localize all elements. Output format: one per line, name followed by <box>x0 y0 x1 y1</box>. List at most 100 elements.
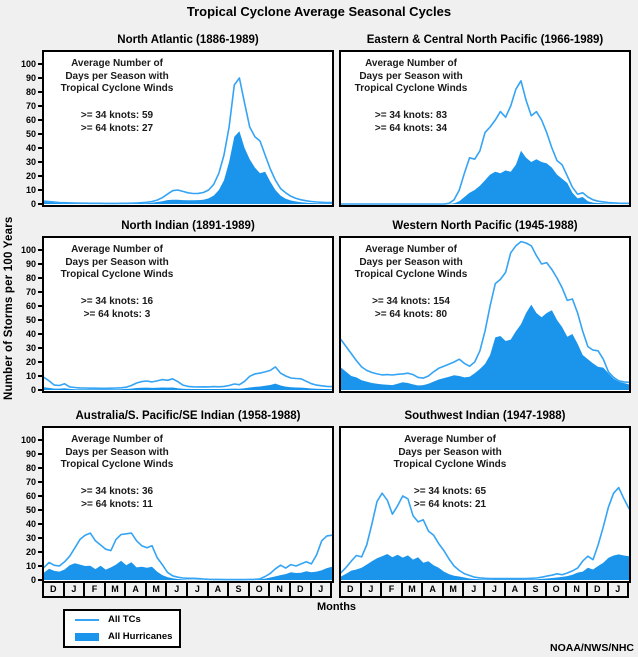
month-tick-label: O <box>250 583 271 596</box>
annotation-line: Days per Season with <box>65 70 169 82</box>
australia-s-pacific-se-indian-chart <box>44 532 332 581</box>
y-tick-label: 60 <box>25 301 36 311</box>
chart-panel-western-north-pacific: Average Number of Days per Season with T… <box>339 236 631 393</box>
all-tcs-line <box>44 532 332 581</box>
month-tick-label: A <box>126 583 147 596</box>
month-tick-label: D <box>291 583 312 596</box>
y-tick-label: 90 <box>25 73 36 83</box>
y-tick-label: 40 <box>25 143 36 153</box>
month-tick-label: M <box>147 583 168 596</box>
panel-title-north-indian: North Indian (1891-1989) <box>121 220 255 232</box>
y-tick-label: 80 <box>25 273 36 283</box>
y-tick-label: 40 <box>25 519 36 529</box>
annotation: Average Number of Days per Season with T… <box>365 434 535 472</box>
y-tick-mark <box>38 249 42 251</box>
y-tick-label: 100 <box>20 245 36 255</box>
knots-stats: >= 34 knots: 36 >= 64 knots: 11 <box>32 485 202 511</box>
all-tcs-line <box>44 77 332 205</box>
knots34-value: >= 34 knots: 65 <box>413 486 487 497</box>
y-tick-mark <box>38 319 42 321</box>
y-tick-mark <box>38 305 42 307</box>
y-tick-mark <box>38 277 42 279</box>
y-tick-mark <box>38 579 42 581</box>
month-tick-label: J <box>312 583 333 596</box>
y-tick-mark <box>38 189 42 191</box>
annotation-line: Tropical Cyclone Winds <box>354 269 468 280</box>
month-tick-label: J <box>188 583 209 596</box>
knots-stats: >= 34 knots: 16 >= 64 knots: 3 <box>32 295 202 321</box>
western-north-pacific-chart <box>341 240 629 390</box>
chart-panel-australia-s-pacific-se-indian: Average Number of Days per Season with T… <box>42 426 334 583</box>
y-tick-label: 100 <box>20 435 36 445</box>
annotation-line: Tropical Cyclone Winds <box>393 459 507 470</box>
month-tick-label: O <box>547 583 568 596</box>
y-tick-label: 70 <box>25 477 36 487</box>
page-title: Tropical Cyclone Average Seasonal Cycles <box>186 4 452 19</box>
y-tick-mark <box>38 375 42 377</box>
y-tick-label: 10 <box>25 371 36 381</box>
month-tick-label: J <box>167 583 189 596</box>
month-tick-label: N <box>567 583 588 596</box>
y-tick-mark <box>38 77 42 79</box>
month-tick-label: J <box>65 583 86 596</box>
y-tick-label: 70 <box>25 101 36 111</box>
y-tick-label: 30 <box>25 343 36 353</box>
all-hurricanes-area <box>341 150 629 204</box>
knots34-value: >= 34 knots: 16 <box>80 296 154 307</box>
chart-panel-southwest-indian: Average Number of Days per Season with T… <box>339 426 631 583</box>
y-tick-mark <box>38 565 42 567</box>
knots-stats: >= 34 knots: 154 >= 64 knots: 80 <box>326 295 496 321</box>
y-tick-mark <box>38 175 42 177</box>
y-tick-label: 20 <box>25 171 36 181</box>
legend: All TCs All Hurricanes <box>63 609 181 648</box>
panel-title-western-north-pacific: Western North Pacific (1945-1988) <box>392 220 578 232</box>
month-tick-label: D <box>341 583 362 596</box>
chart-panel-eastern-central-north-pacific: Average Number of Days per Season with T… <box>339 50 631 207</box>
y-tick-mark <box>38 495 42 497</box>
month-tick-label: D <box>588 583 609 596</box>
y-tick-label: 90 <box>25 449 36 459</box>
y-tick-mark <box>38 347 42 349</box>
y-tick-label: 20 <box>25 357 36 367</box>
annotation-line: Days per Season with <box>359 70 463 82</box>
legend-item-all-hurricanes: All Hurricanes <box>65 628 179 645</box>
month-tick-label: J <box>609 583 630 596</box>
y-tick-label: 0 <box>30 385 36 395</box>
y-tick-mark <box>38 537 42 539</box>
month-tick-label: S <box>526 583 547 596</box>
y-axis-ticks-row-3: 100 90 80 70 60 50 40 30 20 10 0 <box>8 426 42 585</box>
southwest-indian-chart <box>341 486 629 580</box>
y-tick-mark <box>38 63 42 65</box>
y-tick-mark <box>38 91 42 93</box>
month-tick-label: A <box>423 583 444 596</box>
y-tick-label: 50 <box>25 505 36 515</box>
attribution: NOAA/NWS/NHC <box>550 642 634 654</box>
all-hurricanes-area <box>44 383 332 390</box>
annotation: Average Number of Days per Season with T… <box>326 58 496 96</box>
north-atlantic-chart <box>44 77 332 205</box>
y-tick-mark <box>38 453 42 455</box>
y-tick-mark <box>38 481 42 483</box>
annotation-line: Days per Season with <box>65 256 169 268</box>
tc-line-swatch <box>75 618 99 621</box>
y-axis-ticks-row-2: 100 90 80 70 60 50 40 30 20 10 0 <box>8 236 42 395</box>
y-tick-mark <box>38 161 42 163</box>
y-tick-label: 100 <box>20 59 36 69</box>
panel-title-north-atlantic: North Atlantic (1886-1989) <box>117 34 259 46</box>
y-tick-label: 60 <box>25 491 36 501</box>
annotation: Average Number of Days per Season with T… <box>32 244 202 282</box>
all-hurricanes-area <box>44 560 332 580</box>
annotation-line: Average Number of <box>365 58 457 69</box>
y-tick-label: 80 <box>25 87 36 97</box>
month-tick-label: M <box>444 583 465 596</box>
x-axis-label: Months <box>316 601 357 613</box>
y-tick-mark <box>38 509 42 511</box>
month-tick-label: J <box>485 583 506 596</box>
y-tick-label: 0 <box>30 199 36 209</box>
knots34-value: >= 34 knots: 36 <box>80 486 154 497</box>
month-tick-label: M <box>403 583 424 596</box>
panel-title-southwest-indian: Southwest Indian (1947-1988) <box>404 410 566 422</box>
